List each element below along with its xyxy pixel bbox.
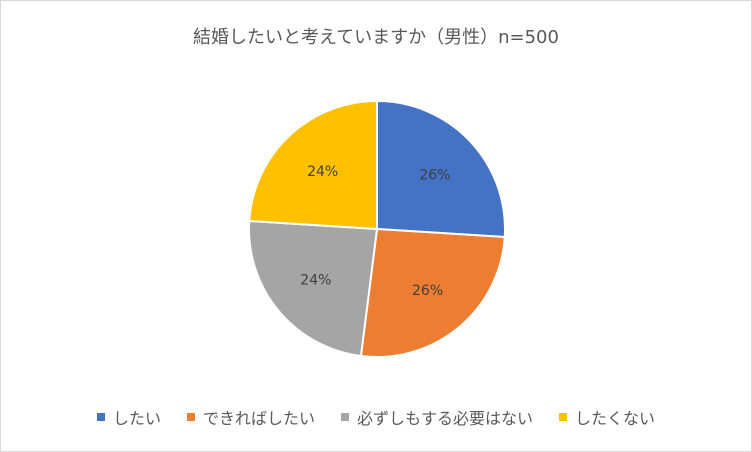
legend-swatch-dekirebashitai — [186, 413, 195, 421]
data-label-hitsuyou-nai: 24% — [300, 273, 331, 289]
legend-item-hitsuyou-nai: 必ずしもする必要はない — [341, 405, 533, 429]
pie-slice-dekirebashitai — [359, 227, 506, 358]
legend-item-shitakunai: したくない — [559, 405, 655, 429]
legend: したい できればしたい 必ずしもする必要はない したくない — [1, 405, 751, 429]
legend-label-hitsuyou-nai: 必ずしもする必要はない — [357, 409, 534, 428]
legend-label-shitai: したい — [112, 409, 161, 428]
pie-slice-hitsuyou-nai — [248, 219, 379, 358]
pie-slice-shitakunai — [248, 99, 378, 231]
pie-slice-shitai — [376, 99, 506, 239]
data-label-dekirebashitai: 26% — [412, 283, 443, 299]
legend-label-dekirebashitai: できればしたい — [202, 409, 315, 428]
data-label-shitakunai: 24% — [307, 164, 338, 180]
legend-swatch-shitai — [96, 413, 105, 421]
data-label-shitai: 26% — [419, 168, 450, 184]
legend-item-shitai: したい — [96, 405, 161, 429]
chart-title: 結婚したいと考えていますか（男性）n=500 — [193, 27, 559, 48]
legend-label-shitakunai: したくない — [575, 409, 656, 428]
legend-swatch-hitsuyou-nai — [341, 413, 349, 421]
legend-swatch-shitakunai — [559, 413, 568, 421]
legend-item-dekirebashitai: できればしたい — [186, 405, 315, 429]
